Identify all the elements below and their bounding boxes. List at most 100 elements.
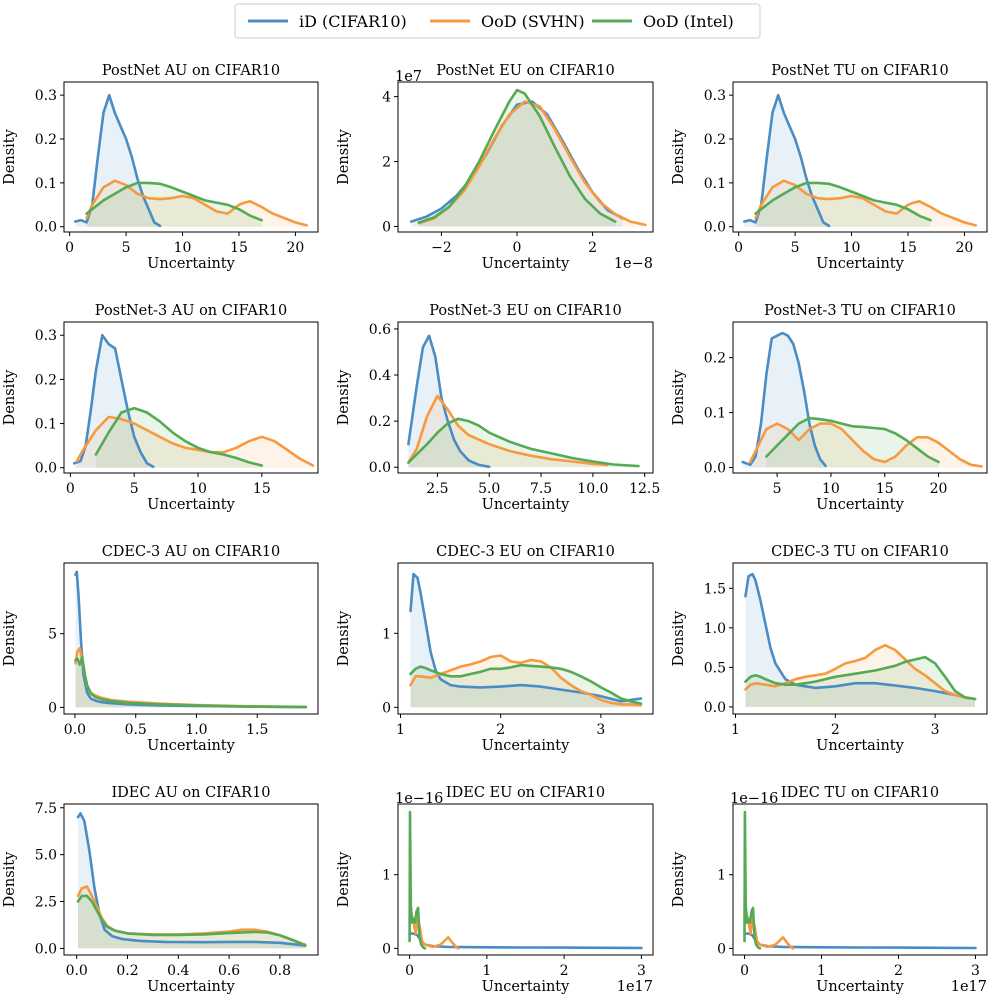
x-axis-label: Uncertainty [482, 979, 570, 995]
panel-postnet-au-on-cifar10: 0 5 10 15 20 0.0 0.1 0.2 0.3 PostNet AU on CIFAR1… [2, 63, 319, 272]
area-fill-id-cifar10 [410, 574, 641, 708]
y-tick-label: 0.1 [704, 176, 726, 192]
x-tick-label: 1.5 [246, 722, 268, 738]
density-line-ood-intel [744, 655, 977, 701]
axes-frame [397, 803, 654, 956]
y-tick-label: 1 [382, 868, 391, 884]
axes-frame [397, 81, 654, 233]
area-fill-ood-svhn [750, 423, 982, 468]
x-tick-label: 3 [637, 963, 646, 979]
density-line-ood-svhn [408, 910, 460, 950]
plot-area [409, 88, 647, 227]
x-tick-label: 7.5 [530, 481, 552, 497]
density-line-ood-svhn [748, 422, 983, 468]
y-axis-label: Density [671, 851, 687, 907]
y-tick-label: 0.3 [704, 88, 726, 104]
plot-area [74, 570, 308, 709]
legend-label-ood-svhn: OoD (SVHN) [481, 12, 585, 31]
panel-cdec-3-tu-on-cifar10: 1 2 3 0.0 0.5 1.0 1.5 CDEC-3 TU on CIFAR10 Uncer… [671, 544, 988, 754]
x-axis-label: Uncertainty [816, 497, 904, 513]
y-tick-label: 0.1 [35, 417, 57, 433]
density-line-ood-intel [76, 894, 307, 947]
density-line-ood-svhn [744, 643, 977, 701]
y-tick-label: 0.0 [369, 460, 391, 476]
density-line-ood-intel [74, 655, 308, 709]
x-axis-label: Uncertainty [816, 979, 904, 995]
x-axis-label: Uncertainty [147, 256, 235, 272]
area-fill-id-cifar10 [75, 571, 306, 708]
panel-title: PostNet-3 TU on CIFAR10 [764, 303, 956, 319]
axes-frame [732, 321, 988, 474]
panel-postnet-3-tu-on-cifar10: 5 10 15 20 0.0 0.1 0.2 PostNet-3 TU on CIFAR10 U… [671, 303, 988, 513]
x-tick-label: 20 [287, 240, 305, 256]
x-tick-label: 5 [130, 481, 139, 497]
panel-title: IDEC AU on CIFAR10 [111, 785, 270, 801]
axes-frame [63, 81, 319, 233]
axes-frame [732, 803, 988, 956]
y-tick-label: 0.5 [704, 660, 726, 676]
x-tick-label: −2 [431, 240, 452, 256]
x-offset-label: 1e17 [617, 979, 653, 995]
axes-frame [63, 562, 319, 715]
y-tick-label: 0.0 [704, 461, 726, 477]
y-offset-label: 1e−16 [395, 791, 443, 807]
y-tick-label: 0 [48, 700, 57, 716]
x-axis-label: Uncertainty [816, 738, 904, 754]
axes-frame [63, 803, 319, 956]
panel-title: CDEC-3 TU on CIFAR10 [771, 544, 949, 560]
x-tick-label: 3 [596, 722, 605, 738]
y-tick-label: 0.0 [35, 461, 57, 477]
x-tick-label: 1 [817, 963, 826, 979]
plot-area [408, 810, 643, 950]
plot-area [74, 93, 309, 228]
y-axis-label: Density [671, 610, 687, 666]
y-tick-label: 0.0 [704, 220, 726, 236]
y-tick-label: 0.3 [35, 328, 57, 344]
panel-idec-eu-on-cifar10: 0 1 2 3 0 1 IDEC EU on CIFAR10 Uncertainty Densi… [336, 785, 654, 995]
legend: iD (CIFAR10) OoD (SVHN) OoD (Intel) [234, 3, 761, 39]
panel-postnet-3-au-on-cifar10: 0 5 10 15 0.0 0.1 0.2 0.3 PostNet-3 AU on CIFAR1… [2, 303, 319, 513]
x-offset-label: 1e17 [951, 979, 987, 995]
panel-idec-tu-on-cifar10: 0 1 2 3 0 1 IDEC TU on CIFAR10 Uncertainty Densi… [671, 785, 988, 995]
x-tick-label: 20 [956, 240, 974, 256]
plot-area [744, 572, 977, 707]
y-tick-label: 0 [717, 941, 726, 957]
density-line-ood-intel [94, 406, 264, 467]
y-tick-label: 2.5 [35, 895, 57, 911]
x-axis-label: Uncertainty [482, 256, 570, 272]
density-line-ood-svhn [407, 394, 609, 467]
area-fill-id-cifar10 [408, 335, 490, 468]
y-axis-label: Density [671, 369, 687, 425]
density-line-id-cifar10 [76, 812, 307, 947]
x-tick-label: 2 [496, 722, 505, 738]
plot-area [742, 93, 978, 228]
y-tick-label: 0 [382, 219, 391, 235]
x-tick-label: 12.5 [629, 481, 660, 497]
y-axis-label: Density [671, 128, 687, 184]
x-tick-label: 0.4 [167, 963, 189, 979]
panel-postnet-tu-on-cifar10: 0 5 10 15 20 0.0 0.1 0.2 0.3 PostNet TU on CIFAR1… [671, 63, 988, 272]
x-axis-label: Uncertainty [816, 256, 904, 272]
legend-label-id-cifar10: iD (CIFAR10) [299, 12, 407, 31]
y-tick-label: 0.2 [369, 414, 391, 430]
y-tick-label: 1.5 [704, 581, 726, 597]
legend-frame [234, 3, 761, 39]
x-tick-label: 5.0 [478, 481, 500, 497]
density-line-id-cifar10 [743, 932, 977, 950]
x-tick-label: 10 [189, 481, 207, 497]
x-tick-label: 15 [899, 240, 917, 256]
y-tick-label: 0.0 [35, 220, 57, 236]
x-offset-label: 1e−8 [614, 256, 653, 272]
area-fill-ood-intel [408, 418, 639, 468]
density-line-ood-intel [765, 416, 940, 464]
axes-frame [732, 562, 988, 715]
area-fill-ood-svhn [76, 416, 313, 468]
x-tick-label: 2 [894, 963, 903, 979]
area-fill-ood-intel [86, 182, 262, 227]
y-tick-label: 0.2 [35, 372, 57, 388]
y-axis-label: Density [2, 851, 18, 907]
x-axis-label: Uncertainty [147, 738, 235, 754]
x-tick-label: 1 [482, 963, 491, 979]
